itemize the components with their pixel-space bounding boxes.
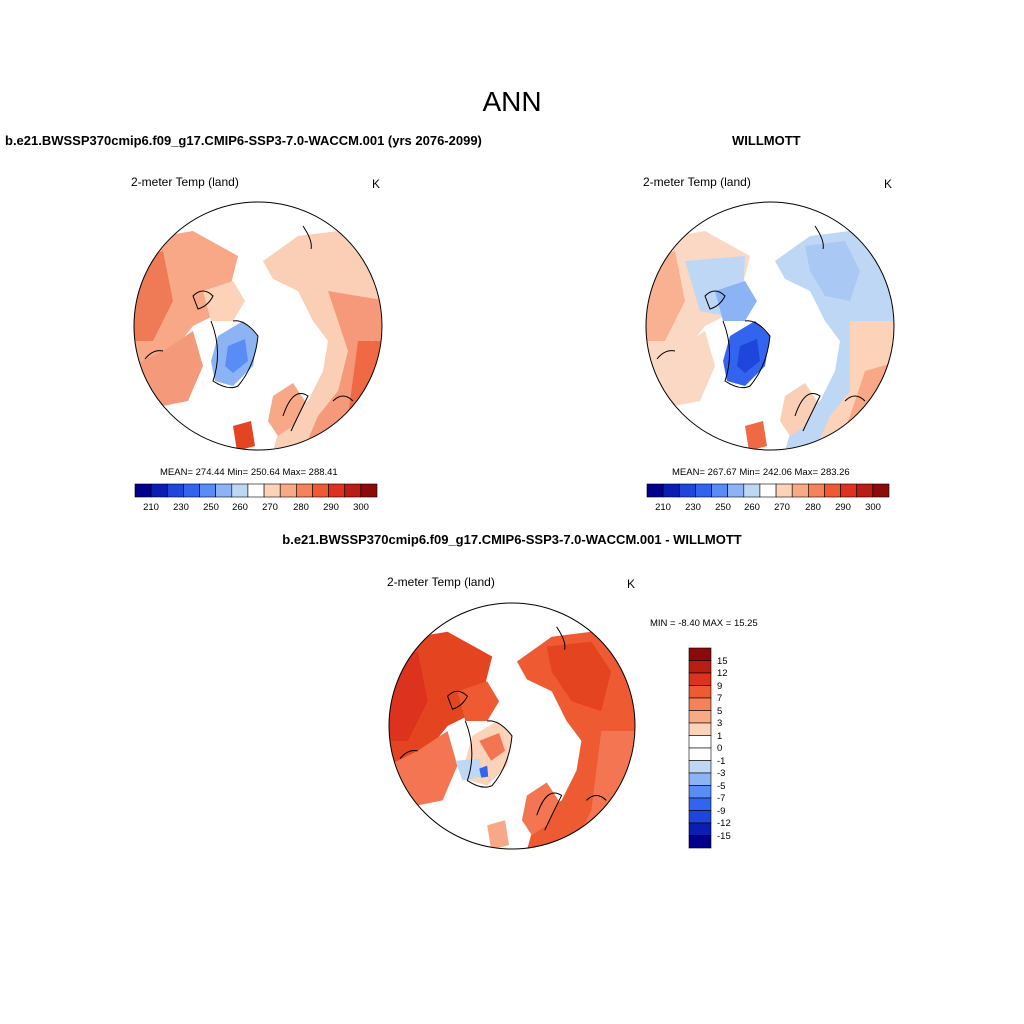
obs-colorbar-tick: 260 [744,502,760,513]
colorbar-swatch [134,483,152,498]
model-variable-label: 2-meter Temp (land) [131,175,239,189]
diff-colorbar-tick: 1 [717,731,723,742]
obs-colorbar-tick: 250 [715,502,731,513]
colorbar-swatch [678,483,696,498]
diff-colorbar-tick: 3 [717,718,723,729]
diff-colorbar-tick: -1 [717,756,726,767]
colorbar-swatch [872,483,890,498]
diff-header: b.e21.BWSSP370cmip6.f09_g17.CMIP6-SSP3-7… [282,532,742,547]
colorbar-swatch [759,483,777,498]
colorbar-swatch [215,483,233,498]
colorbar-swatch [688,835,712,849]
model-colorbar-tick: 290 [323,502,339,513]
model-colorbar-tick: 230 [173,502,189,513]
colorbar-swatch [695,483,712,498]
diff-colorbar-tick: -12 [717,818,731,829]
diff-units-label: K [627,577,636,591]
colorbar-swatch [775,483,793,498]
diff-colorbar-tick: -9 [717,806,726,817]
colorbar-swatch [688,785,712,799]
obs-colorbar-tick: 300 [865,502,881,513]
obs-variable-label: 2-meter Temp (land) [643,175,751,189]
colorbar-swatch [344,483,362,498]
diff-colorbar [688,647,712,849]
diff-colorbar-tick: 9 [717,681,723,692]
colorbar-swatch [688,685,712,699]
colorbar-swatch [688,810,712,824]
diff-variable-label: 2-meter Temp (land) [387,575,495,589]
obs-colorbar-tick: 230 [685,502,701,513]
colorbar-swatch [808,483,825,498]
model-colorbar-tick: 300 [353,502,369,513]
colorbar-swatch [791,483,809,498]
obs-colorbar-tick: 210 [655,502,671,513]
colorbar-swatch [688,822,712,836]
obs-colorbar-tick: 270 [774,502,790,513]
colorbar-swatch [150,483,168,498]
colorbar-swatch [199,483,216,498]
obs-polar-map [645,201,895,451]
model-stats: MEAN= 274.44 Min= 250.64 Max= 288.41 [160,467,338,478]
colorbar-swatch [247,483,265,498]
colorbar-swatch [688,672,712,686]
colorbar-swatch [231,483,249,498]
diff-colorbar-tick: -5 [717,781,726,792]
diff-colorbar-tick: -15 [717,831,731,842]
colorbar-swatch [688,660,712,674]
colorbar-swatch [688,735,712,749]
colorbar-swatch [688,722,712,736]
model-colorbar-tick: 210 [143,502,159,513]
obs-units-label: K [884,177,893,191]
obs-colorbar-tick: 290 [835,502,851,513]
colorbar-swatch [646,483,664,498]
colorbar-swatch [360,483,378,498]
diff-colorbar-tick: -3 [717,768,726,779]
model-colorbar-tick: 270 [262,502,278,513]
diff-stats: MIN = -8.40 MAX = 15.25 [650,618,758,629]
season-title: ANN [482,86,542,117]
diff-colorbar-tick: 0 [717,743,723,754]
colorbar-swatch [688,697,712,711]
colorbar-swatch [688,710,712,724]
colorbar-swatch [688,647,712,661]
colorbar-swatch [824,483,841,498]
model-header: b.e21.BWSSP370cmip6.f09_g17.CMIP6-SSP3-7… [5,133,482,148]
model-polar-map [133,201,383,451]
model-colorbar [134,483,378,498]
obs-header: WILLMOTT [732,133,801,148]
colorbar-swatch [688,772,712,786]
colorbar-swatch [183,483,200,498]
colorbar-swatch [263,483,281,498]
obs-colorbar-tick: 280 [805,502,821,513]
diff-colorbar-tick: 7 [717,693,723,704]
colorbar-swatch [662,483,680,498]
colorbar-swatch [279,483,297,498]
model-units-label: K [372,177,381,191]
colorbar-swatch [688,797,712,811]
obs-colorbar [646,483,890,498]
colorbar-swatch [296,483,313,498]
colorbar-swatch [856,483,874,498]
colorbar-swatch [727,483,745,498]
obs-stats: MEAN= 267.67 Min= 242.06 Max= 283.26 [672,467,850,478]
model-colorbar-tick: 280 [293,502,309,513]
colorbar-swatch [711,483,728,498]
diff-colorbar-tick: -7 [717,793,726,804]
colorbar-swatch [688,747,712,761]
diff-polar-map [388,602,636,850]
colorbar-swatch [166,483,184,498]
model-colorbar-tick: 250 [203,502,219,513]
diff-colorbar-tick: 15 [717,656,728,667]
colorbar-swatch [312,483,329,498]
colorbar-swatch [840,483,858,498]
model-colorbar-tick: 260 [232,502,248,513]
diff-colorbar-tick: 12 [717,668,728,679]
diff-colorbar-tick: 5 [717,706,723,717]
colorbar-swatch [328,483,346,498]
colorbar-swatch [688,760,712,774]
colorbar-swatch [743,483,761,498]
